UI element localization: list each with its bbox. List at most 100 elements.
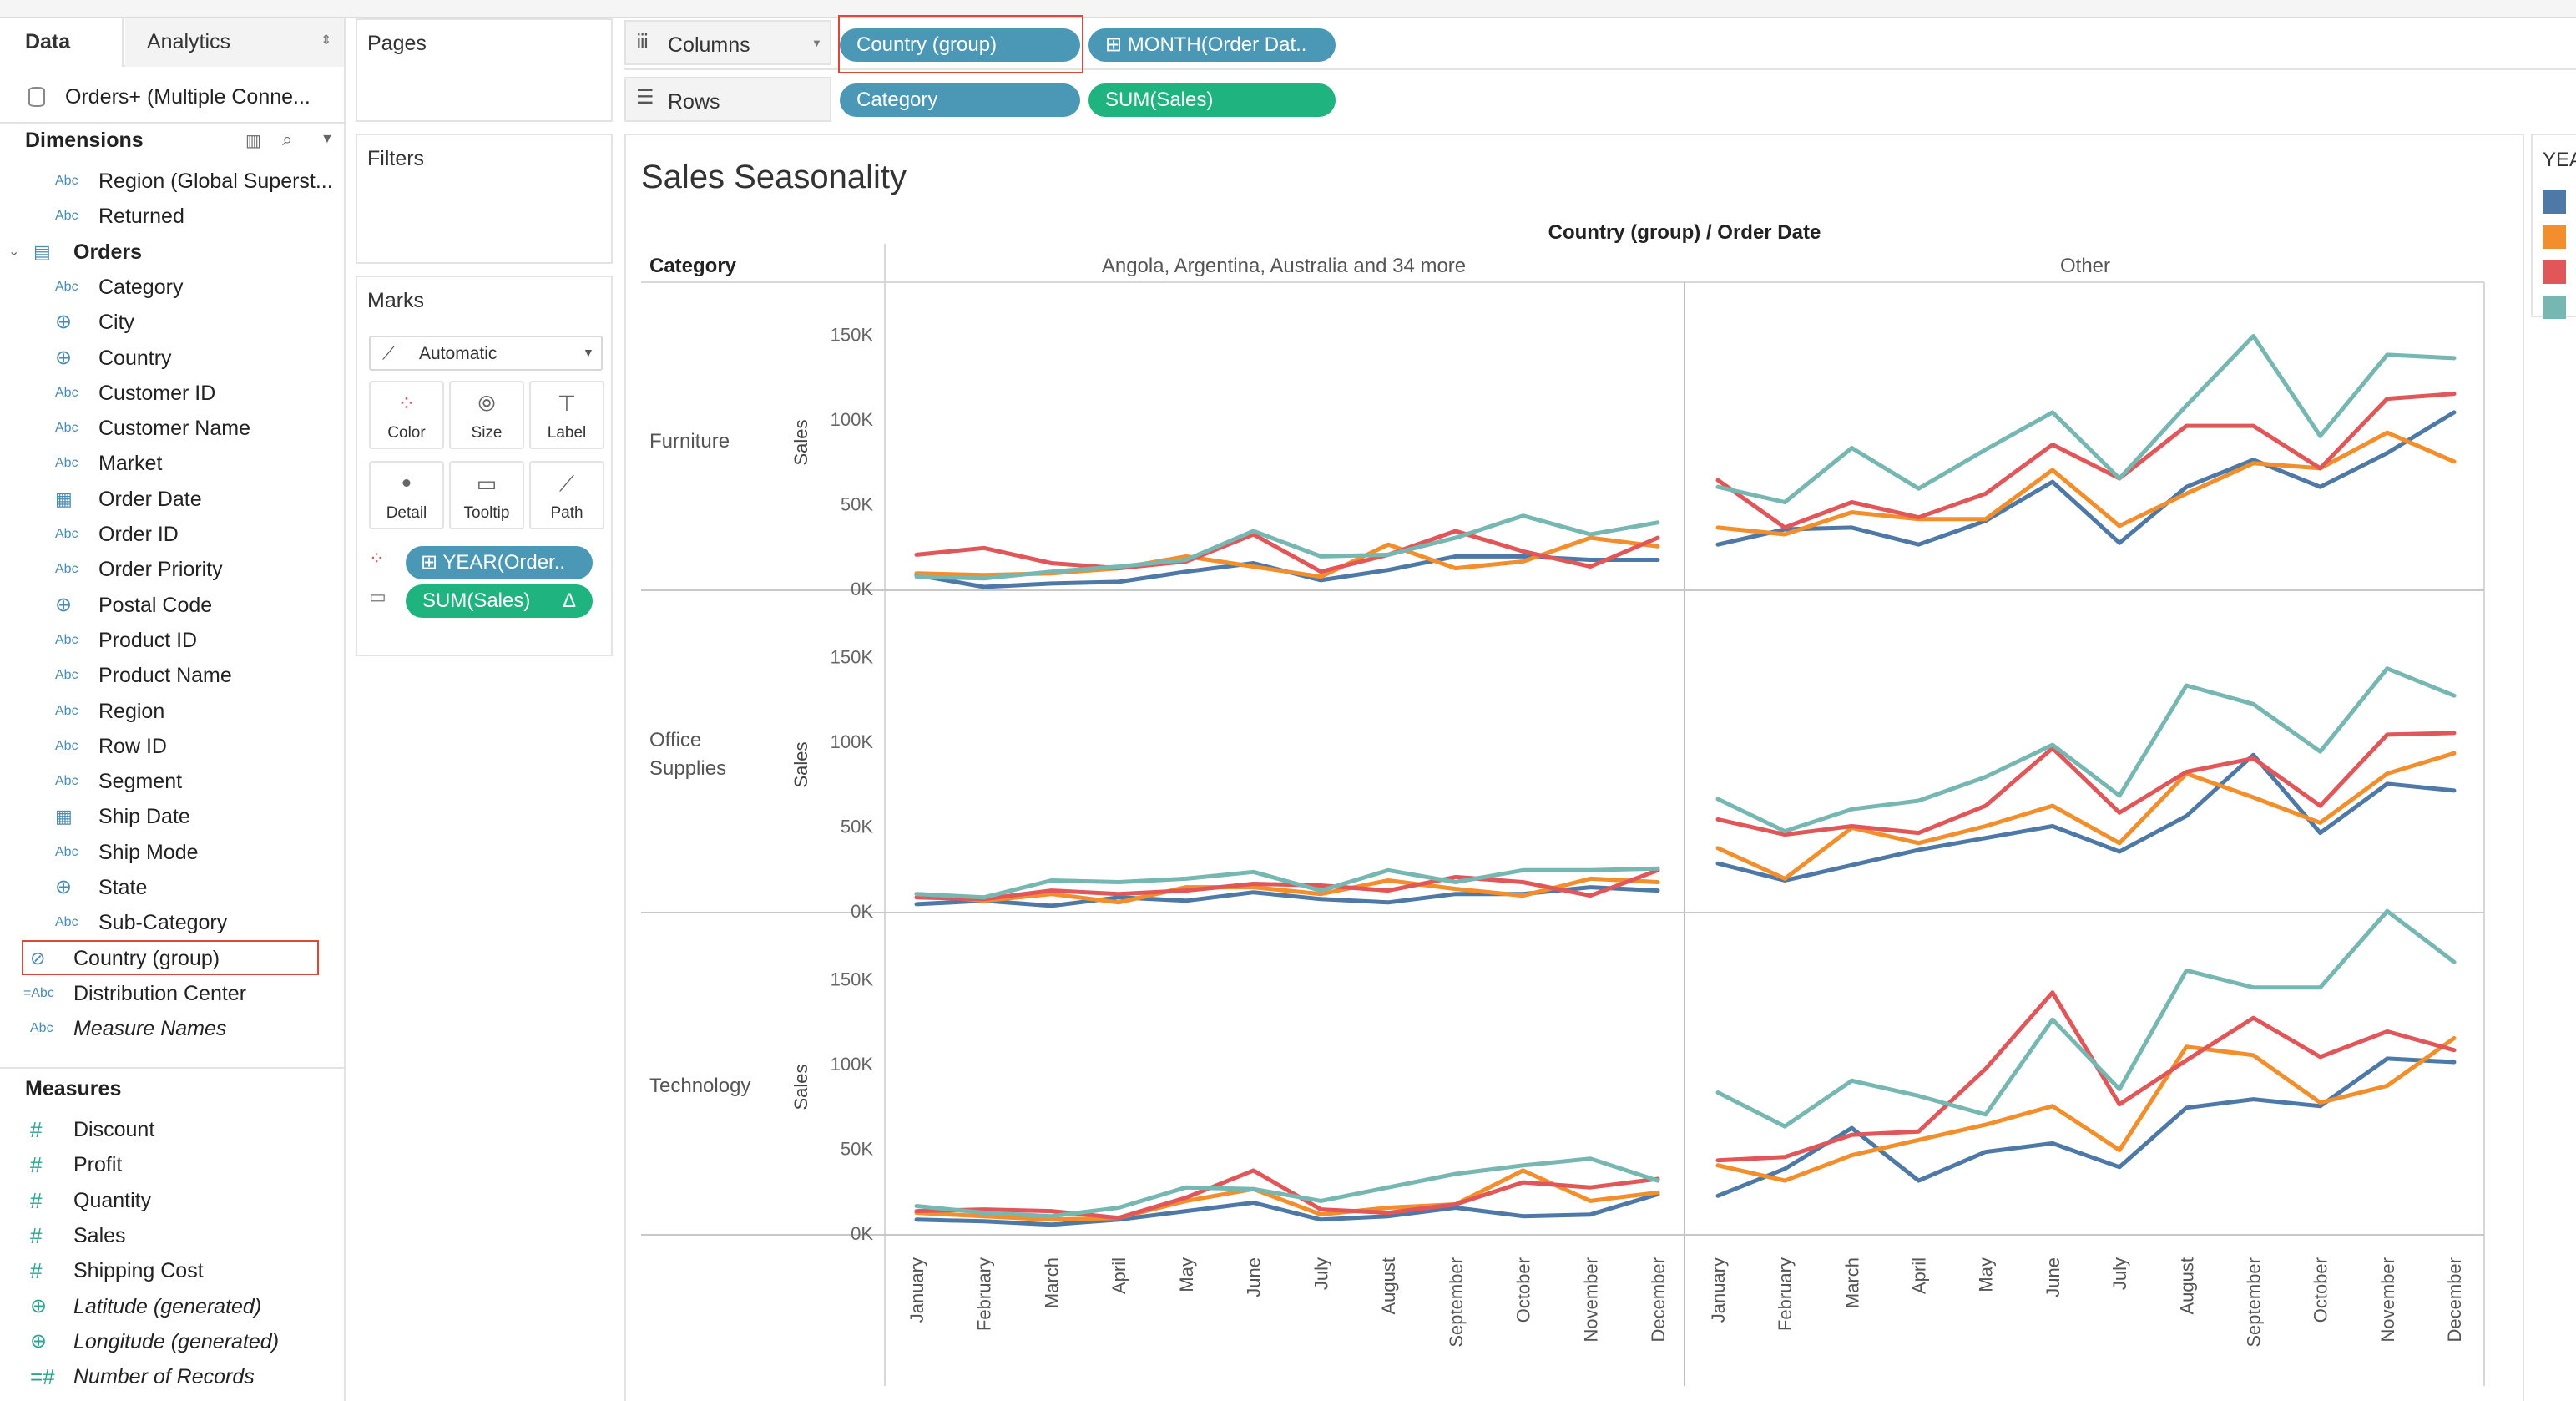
measure-sales[interactable]: # Sales bbox=[0, 1218, 344, 1253]
legend-swatch-4[interactable] bbox=[2543, 296, 2566, 319]
string-icon: Abc bbox=[30, 1021, 53, 1036]
dimension-market[interactable]: Abc Market bbox=[0, 446, 344, 481]
measure-profit[interactable]: # Profit bbox=[0, 1147, 344, 1182]
dimensions-menu-icon[interactable]: ▼ bbox=[321, 132, 334, 146]
globe-icon: ⊕ bbox=[30, 1329, 48, 1353]
tab-sort-icon[interactable]: ⇕ bbox=[321, 33, 332, 48]
datasource-name: Orders+ (Multiple Conne... bbox=[65, 85, 311, 109]
dimension-ship-mode[interactable]: Abc Ship Mode bbox=[0, 835, 344, 870]
dimension-returned[interactable]: Abc Returned bbox=[0, 199, 344, 234]
x-tick-label: April bbox=[1109, 1257, 1129, 1294]
pages-card[interactable]: Pages bbox=[356, 18, 613, 122]
sum-sales-rows-pill-label: SUM(Sales) bbox=[1105, 89, 1214, 111]
sum-sales-rows-pill[interactable]: SUM(Sales) bbox=[1088, 83, 1336, 117]
dimension-postal-code[interactable]: ⊕ Postal Code bbox=[0, 588, 344, 623]
dimension-customer-id[interactable]: Abc Customer ID bbox=[0, 376, 344, 411]
color-button[interactable]: ⁘ Color bbox=[369, 381, 444, 449]
field-label: Distribution Center bbox=[73, 981, 247, 1005]
dimension-order-id[interactable]: Abc Order ID bbox=[0, 517, 344, 552]
legend-swatch-1[interactable] bbox=[2543, 190, 2566, 214]
label-label: Label bbox=[547, 424, 587, 442]
y-tick-label: 150K bbox=[831, 325, 874, 346]
calculated-string-icon: =Abc bbox=[23, 985, 54, 1000]
year-order-pill-label: YEAR(Order.. bbox=[442, 551, 566, 574]
category-pill[interactable]: Category bbox=[840, 83, 1080, 117]
path-button[interactable]: ⟋ Path bbox=[529, 461, 604, 529]
dimension-distribution-center[interactable]: =Abc Distribution Center bbox=[0, 976, 344, 1011]
dimension-sub-category[interactable]: Abc Sub-Category bbox=[0, 905, 344, 940]
calculated-number-icon: =# bbox=[30, 1364, 55, 1390]
data-pane: Data Analytics ⇕ Orders+ (Multiple Conne… bbox=[0, 18, 346, 1401]
dimension-order-priority[interactable]: Abc Order Priority bbox=[0, 552, 344, 587]
filters-card[interactable]: Filters bbox=[356, 134, 613, 264]
size-button[interactable]: ⦾ Size bbox=[449, 381, 524, 449]
dimension-city[interactable]: ⊕ City bbox=[0, 305, 344, 340]
tooltip-button[interactable]: ▭ Tooltip bbox=[449, 461, 524, 529]
dimension-row-id[interactable]: Abc Row ID bbox=[0, 729, 344, 764]
dimension-region-global-superst[interactable]: Abc Region (Global Superst... bbox=[0, 164, 344, 199]
columns-label: Columns bbox=[668, 33, 750, 57]
series-line bbox=[1715, 1036, 2457, 1183]
year-order-pill[interactable]: ⊞ YEAR(Order.. bbox=[406, 546, 593, 579]
measure-shipping-cost[interactable]: # Shipping Cost bbox=[0, 1253, 344, 1288]
x-tick-label: January bbox=[1708, 1257, 1729, 1323]
string-icon: Abc bbox=[55, 844, 78, 859]
string-icon: Abc bbox=[55, 456, 78, 471]
search-icon[interactable]: ⌕ bbox=[282, 129, 293, 149]
y-tick-label: 150K bbox=[831, 647, 874, 668]
tab-analytics[interactable]: Analytics bbox=[125, 18, 344, 67]
dimension-order-date[interactable]: ▦ Order Date bbox=[0, 482, 344, 517]
field-label: Ship Date bbox=[98, 805, 190, 829]
month-order-pill[interactable]: ⊞ MONTH(Order Dat.. bbox=[1088, 28, 1336, 62]
filters-title: Filters bbox=[367, 147, 425, 170]
month-order-pill-label: MONTH(Order Dat.. bbox=[1127, 33, 1307, 56]
mark-type-dropdown[interactable]: ⟋ Automatic ▼ bbox=[369, 336, 603, 371]
chevron-down-icon[interactable]: ⌄ bbox=[8, 244, 20, 259]
dimension-segment[interactable]: Abc Segment bbox=[0, 764, 344, 799]
measure-number-of-records[interactable]: =# Number of Records bbox=[0, 1359, 344, 1394]
measure-quantity[interactable]: # Quantity bbox=[0, 1183, 344, 1218]
legend-swatch-3[interactable] bbox=[2543, 260, 2566, 284]
dimensions-grid-icon[interactable]: ▥ bbox=[245, 132, 261, 150]
globe-icon: ⊕ bbox=[30, 1294, 48, 1318]
dimension-customer-name[interactable]: Abc Customer Name bbox=[0, 411, 344, 446]
tab-data[interactable]: Data bbox=[0, 18, 124, 67]
legend-swatch-2[interactable] bbox=[2543, 225, 2566, 249]
x-tick-label: December bbox=[1648, 1257, 1669, 1342]
series-line bbox=[914, 1156, 1660, 1219]
detail-button[interactable]: ꔷ Detail bbox=[369, 461, 444, 529]
dimension-country[interactable]: ⊕ Country bbox=[0, 341, 344, 376]
sum-sales-pill[interactable]: SUM(Sales) Δ bbox=[406, 584, 593, 618]
dimension-product-id[interactable]: Abc Product ID bbox=[0, 623, 344, 658]
measure-latitude-generated[interactable]: ⊕ Latitude (generated) bbox=[0, 1289, 344, 1324]
row-label-furniture: Furniture bbox=[649, 430, 730, 453]
field-label: Returned bbox=[98, 205, 184, 229]
dimensions-header: Dimensions bbox=[25, 129, 144, 152]
dimension-product-name[interactable]: Abc Product Name bbox=[0, 658, 344, 693]
plus-icon: ⊞ bbox=[1105, 33, 1128, 56]
measures-header: Measures bbox=[25, 1077, 122, 1100]
dimension-orders[interactable]: ▤ ⌄ Orders bbox=[0, 235, 344, 270]
x-tick-label: July bbox=[2109, 1257, 2130, 1290]
x-tick-label: December bbox=[2444, 1257, 2465, 1342]
label-button[interactable]: ⊤ Label bbox=[529, 381, 604, 449]
columns-dropdown-icon[interactable]: ▼ bbox=[811, 37, 822, 49]
datasource-row[interactable]: Orders+ (Multiple Conne... bbox=[0, 68, 344, 124]
field-label: Region (Global Superst... bbox=[98, 169, 333, 193]
datasource-icon bbox=[28, 87, 45, 107]
country-group-pill[interactable]: Country (group) bbox=[840, 28, 1080, 62]
measure-longitude-generated[interactable]: ⊕ Longitude (generated) bbox=[0, 1324, 344, 1359]
line-mark-icon: ⟋ bbox=[382, 342, 396, 363]
dimension-region[interactable]: Abc Region bbox=[0, 694, 344, 729]
dimension-ship-date[interactable]: ▦ Ship Date bbox=[0, 799, 344, 834]
category-pill-label: Category bbox=[856, 89, 938, 111]
field-label: Number of Records bbox=[73, 1365, 255, 1389]
row-header-title: Category bbox=[649, 255, 737, 277]
measure-discount[interactable]: # Discount bbox=[0, 1112, 344, 1147]
dimension-measure-names[interactable]: Abc Measure Names bbox=[0, 1011, 344, 1046]
dimension-country-group[interactable]: ⊘ Country (group) bbox=[0, 939, 344, 976]
dimension-category[interactable]: Abc Category bbox=[0, 270, 344, 305]
string-icon: Abc bbox=[55, 174, 78, 188]
dimension-state[interactable]: ⊕ State bbox=[0, 870, 344, 905]
y-tick-label: 150K bbox=[831, 969, 874, 990]
